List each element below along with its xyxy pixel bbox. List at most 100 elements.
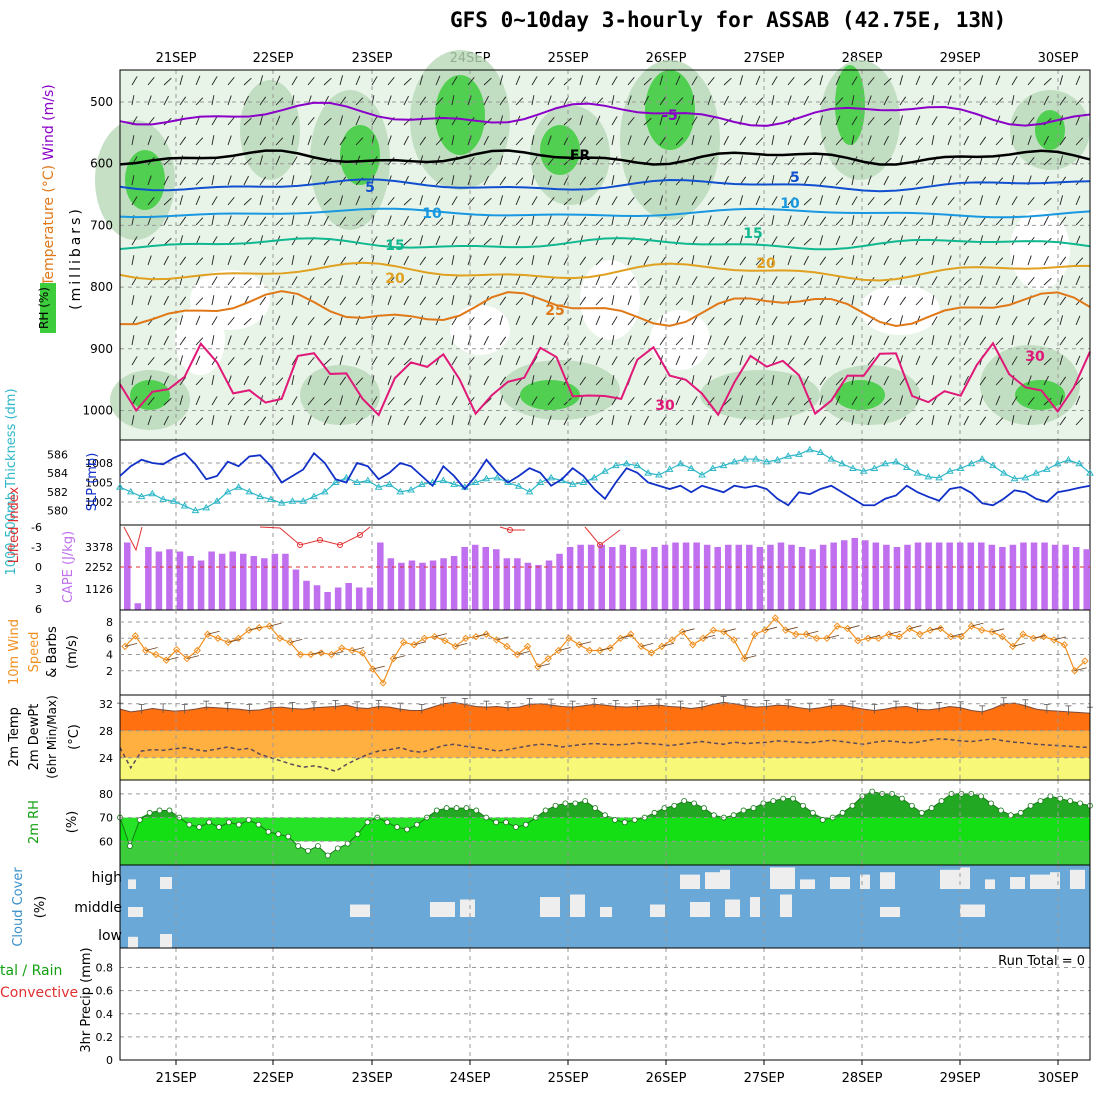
thickness-marker xyxy=(536,478,545,485)
rh-marker xyxy=(295,843,302,849)
wind-barb xyxy=(915,395,921,406)
wind-barb xyxy=(419,296,427,306)
wind-barb xyxy=(595,75,601,86)
wind-barb xyxy=(643,135,649,146)
wind-barb xyxy=(515,417,524,426)
wind-barb xyxy=(1075,417,1084,426)
wind-barb xyxy=(899,336,907,346)
wind-barb xyxy=(835,75,841,86)
cape-bar xyxy=(1009,544,1017,610)
wind-speed-marker xyxy=(327,650,336,659)
cape-bar xyxy=(440,558,447,610)
wind-barb xyxy=(403,197,412,206)
wind-barb-sfc xyxy=(1033,634,1046,639)
wind-barb xyxy=(163,175,169,186)
wind-speed-marker xyxy=(131,632,140,640)
wind-barb-sfc xyxy=(124,643,138,647)
thickness-marker xyxy=(364,476,372,484)
wind-speed-marker xyxy=(647,649,656,657)
wind-tick: 8 xyxy=(106,616,113,629)
lifted-index-marker xyxy=(297,542,303,548)
wind-barb xyxy=(195,97,204,106)
rh-marker xyxy=(1007,812,1014,819)
wind-barb xyxy=(339,336,347,346)
wind-barb xyxy=(1011,396,1018,406)
wind-speed-marker xyxy=(616,634,625,643)
wind-barb xyxy=(947,375,952,386)
rh-marker xyxy=(542,807,549,814)
wind-barb xyxy=(339,315,344,326)
thickness-marker xyxy=(655,471,663,478)
wind-barb xyxy=(755,377,764,386)
wind-barb xyxy=(1043,197,1052,206)
cape-bar xyxy=(809,549,816,610)
rh-marker xyxy=(513,824,519,830)
thickness-marker xyxy=(310,492,318,500)
wind-barb xyxy=(547,375,552,386)
wind-barb xyxy=(307,415,312,426)
wind-barb-sfc xyxy=(909,625,922,629)
thickness-marker xyxy=(137,492,146,500)
lifted-index-line xyxy=(584,526,621,546)
cape-bar xyxy=(271,553,279,610)
contour-label: 15 xyxy=(385,238,404,254)
wind-speed-marker xyxy=(338,644,346,652)
wind-barb xyxy=(627,215,632,226)
wind-barb xyxy=(963,135,969,146)
date-label-bottom: 30SEP xyxy=(1038,1071,1079,1086)
wind-barb xyxy=(979,395,984,406)
thickness-marker xyxy=(805,445,814,453)
wind-speed-marker xyxy=(936,624,945,633)
wind-barb xyxy=(1011,316,1018,326)
rh-shade-low xyxy=(860,285,940,335)
wind-speed-marker xyxy=(1081,657,1089,665)
wind-barb xyxy=(339,395,344,406)
wind-barb xyxy=(451,95,455,106)
wind-barb xyxy=(755,137,764,146)
wind-barb xyxy=(275,315,281,326)
rh-marker xyxy=(582,798,589,804)
rh-legend-label: RH (%) xyxy=(37,287,51,329)
wind-barb xyxy=(899,395,904,406)
rh-marker xyxy=(394,824,401,830)
wind-barb-sfc xyxy=(723,628,736,633)
rh-shade-high xyxy=(645,70,695,150)
wind-barb xyxy=(531,375,535,386)
wind-barb xyxy=(179,355,184,366)
cloud-gap xyxy=(985,879,995,889)
cape-bar xyxy=(292,569,300,610)
upper-ylabel: Temperature (°C) Wind (m/s) xyxy=(41,84,57,287)
contour-label: 25 xyxy=(545,303,564,319)
cape-bar xyxy=(556,553,563,610)
wind-speed-marker xyxy=(389,654,398,663)
wind-barb xyxy=(1011,415,1015,426)
cape-bar xyxy=(1072,547,1080,610)
wind-barb xyxy=(579,216,587,226)
wind-barb xyxy=(403,397,412,406)
wind-barb xyxy=(355,137,364,146)
lifted-index-marker xyxy=(357,532,363,538)
wind-barb xyxy=(771,335,775,346)
wind-barb xyxy=(787,95,792,106)
wind-barb xyxy=(643,215,649,226)
wind-barb-sfc xyxy=(888,630,901,635)
wind-barb xyxy=(659,416,667,426)
wind-barb xyxy=(515,217,524,226)
cape-bar xyxy=(788,544,795,610)
wind-speed-marker xyxy=(771,614,780,622)
wind-barb xyxy=(787,196,795,206)
wind-barb xyxy=(291,316,298,326)
wind-barb xyxy=(915,355,921,366)
wind-barb xyxy=(755,315,761,326)
rh-marker xyxy=(245,817,252,823)
wind-barb xyxy=(643,197,652,206)
wind-barb xyxy=(595,275,601,286)
wind-barb xyxy=(1075,97,1084,106)
rh-marker xyxy=(918,809,925,816)
rh-marker xyxy=(522,821,529,828)
wind-barb xyxy=(499,256,507,266)
thickness-marker xyxy=(935,473,943,481)
wind-barb xyxy=(259,136,267,146)
wind-barb xyxy=(915,137,924,146)
rh-marker xyxy=(126,843,133,849)
